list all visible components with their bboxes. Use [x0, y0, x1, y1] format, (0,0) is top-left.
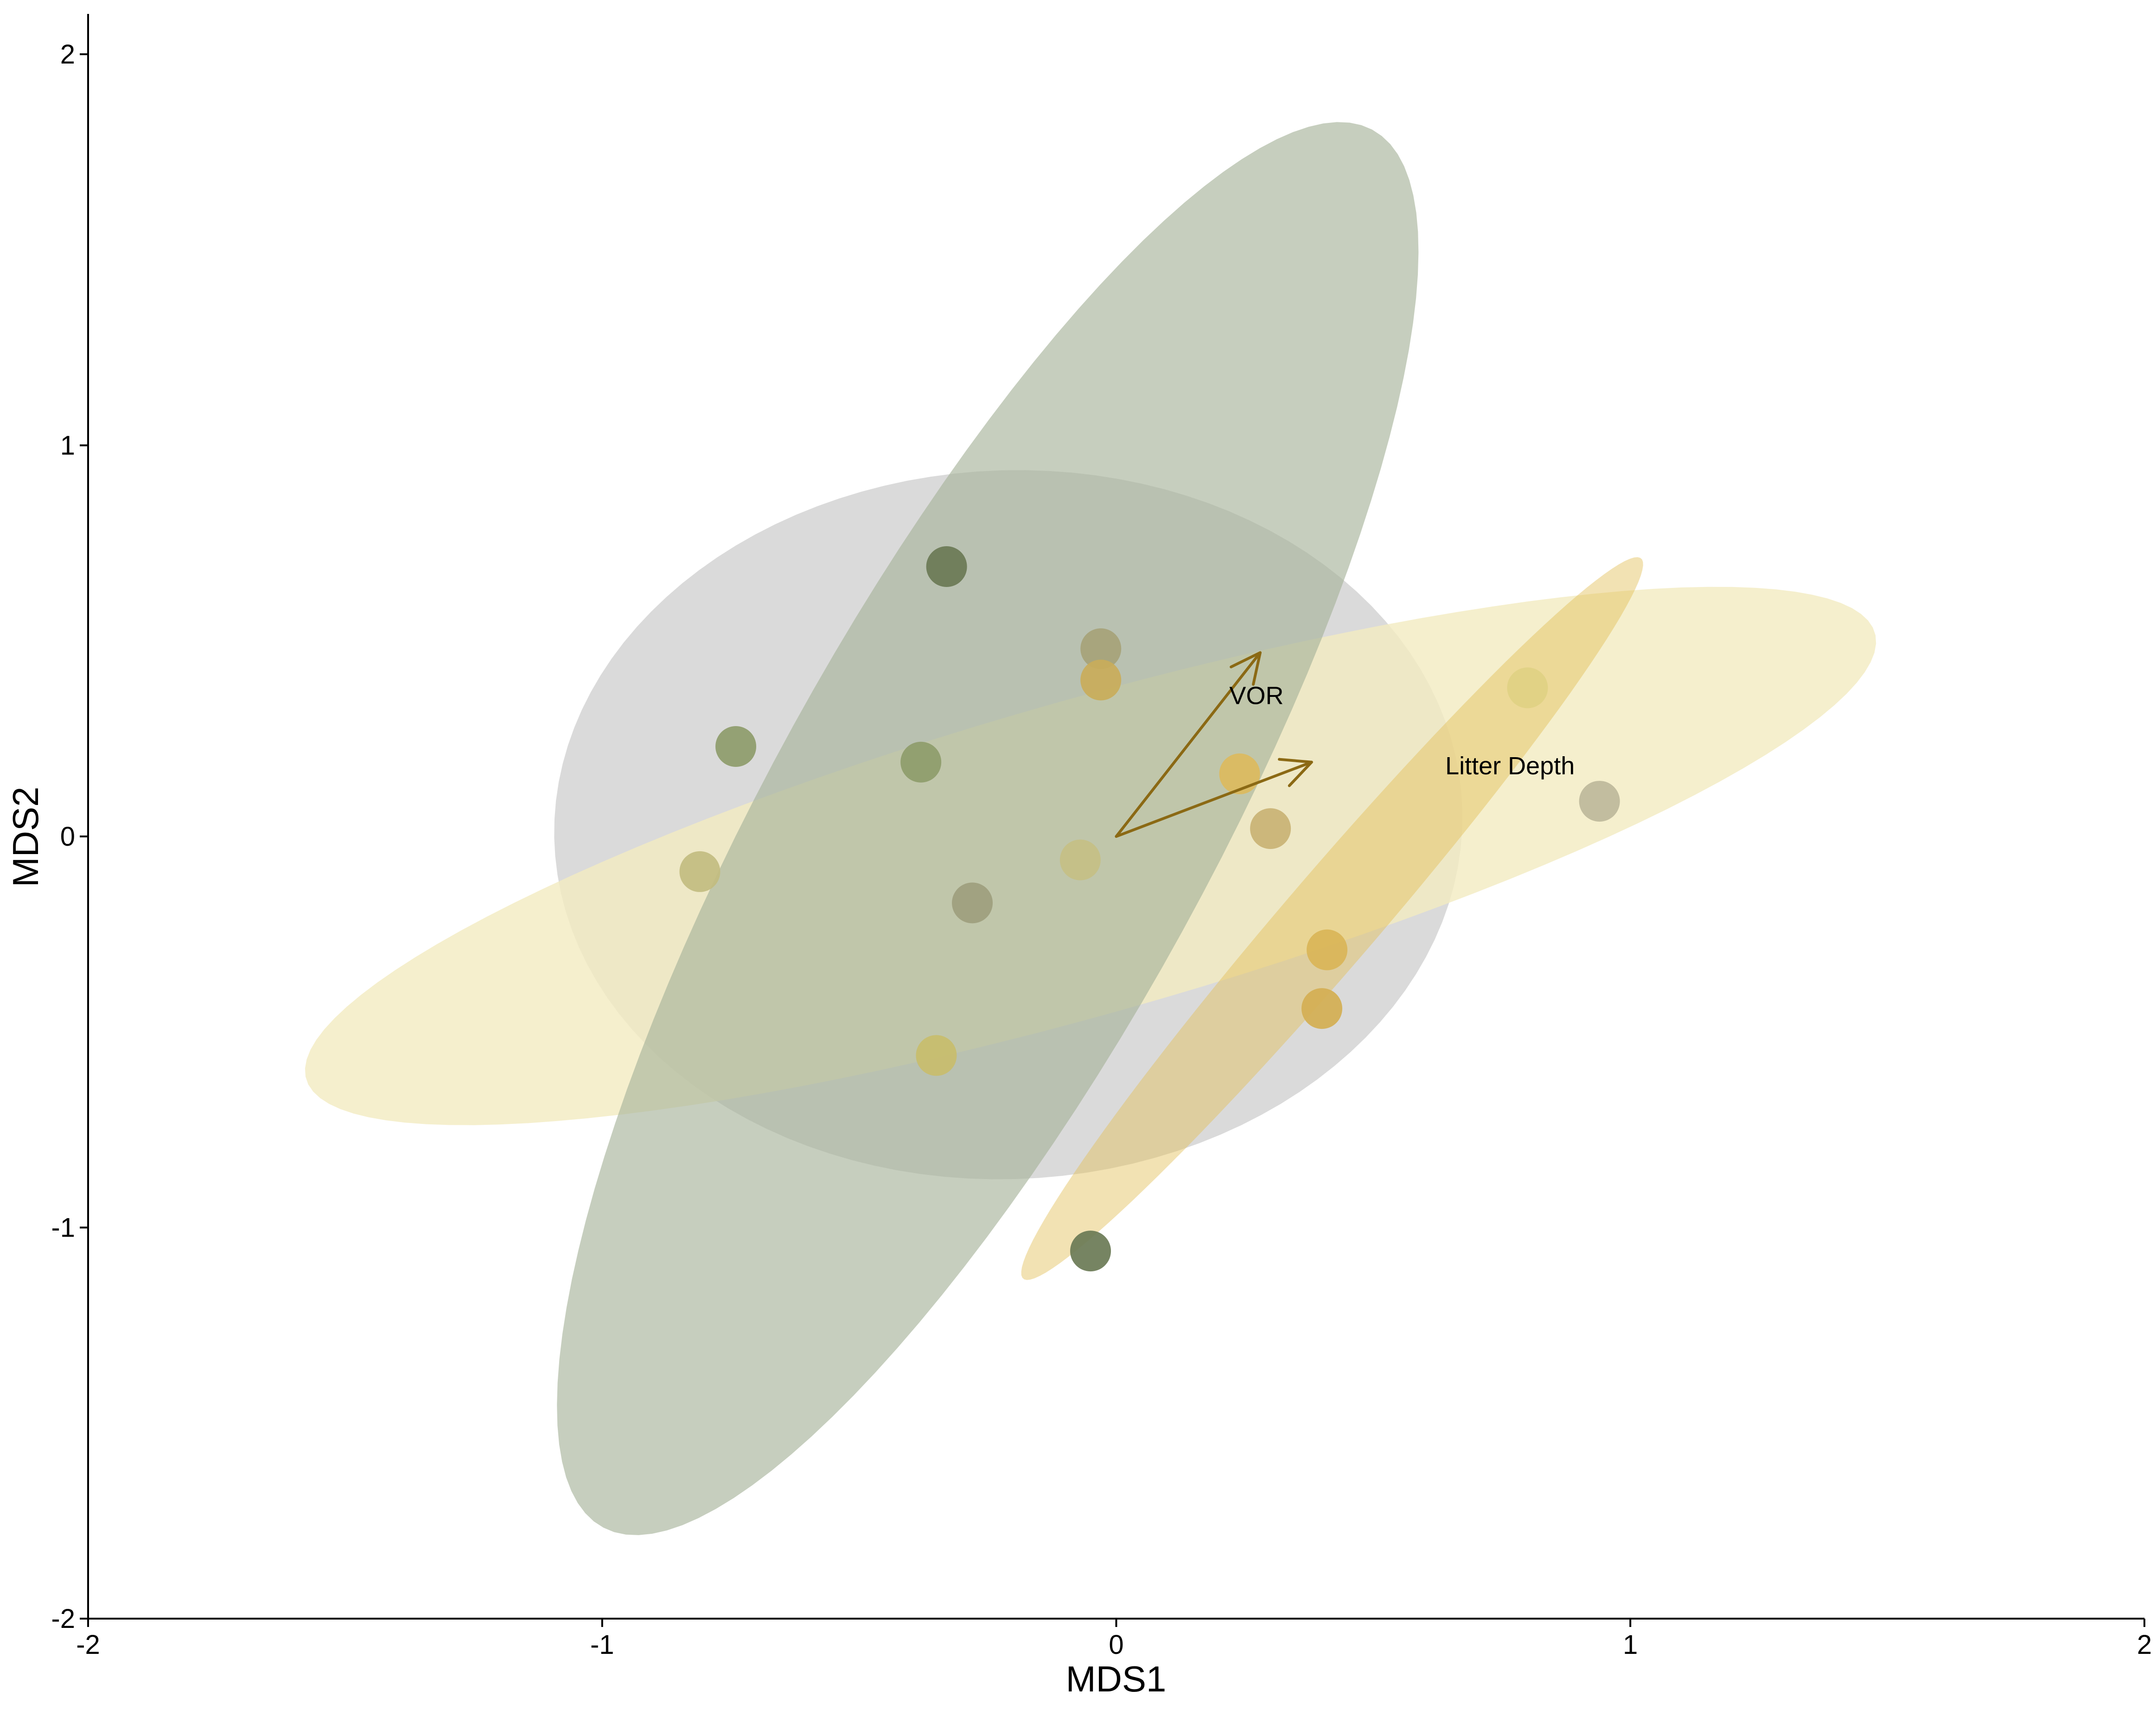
data-point-6: [679, 851, 721, 892]
y-tick-label-2: 0: [60, 822, 75, 852]
data-point-15: [1579, 781, 1620, 822]
data-point-8: [1059, 839, 1101, 880]
x-tick-label-1: -1: [590, 1630, 614, 1660]
group-ellipse-4: [1021, 557, 1643, 1280]
point-layer: [679, 546, 1620, 1272]
group-ellipse-3: [557, 122, 1419, 1535]
vector-label-1: VOR: [1229, 682, 1283, 709]
y-tick-label-1: -1: [51, 1213, 75, 1243]
data-point-11: [1307, 929, 1348, 970]
ellipse-layer: [305, 122, 1876, 1535]
data-point-2: [1080, 628, 1122, 670]
vector-label-2: Litter Depth: [1445, 752, 1575, 780]
vector-line-2: [1115, 760, 1313, 838]
vector-arrowhead-2: [1278, 758, 1313, 787]
data-point-9: [1219, 753, 1260, 795]
x-tick-label-3: 1: [1623, 1630, 1638, 1660]
x-axis-title: MDS1: [1066, 1659, 1167, 1699]
axis-layer: MDS1 MDS2 -2 -1 0 1 2 -2 -1 0 1 2: [5, 14, 2152, 1699]
x-tick-label-0: -2: [76, 1630, 100, 1660]
x-tick-label-4: 2: [2137, 1630, 2152, 1660]
vector-line-1: [1115, 651, 1262, 838]
y-tick-label-0: -2: [51, 1604, 75, 1634]
data-point-14: [1507, 667, 1548, 708]
data-point-7: [952, 882, 993, 924]
y-tick-label-3: 1: [60, 431, 75, 461]
x-tick-label-2: 0: [1109, 1630, 1123, 1660]
data-point-13: [916, 1035, 957, 1076]
data-point-3: [1080, 659, 1122, 701]
y-axis-title: MDS2: [5, 787, 46, 887]
data-point-5: [900, 741, 942, 783]
y-tick-label-4: 2: [60, 39, 75, 70]
vector-layer: VOR Litter Depth: [1115, 651, 1575, 838]
data-point-16: [1070, 1231, 1111, 1272]
data-point-4: [715, 726, 757, 767]
data-point-10: [1250, 808, 1291, 849]
data-point-12: [1301, 988, 1342, 1029]
data-point-1: [926, 546, 967, 587]
vector-arrowhead-1: [1230, 651, 1262, 686]
